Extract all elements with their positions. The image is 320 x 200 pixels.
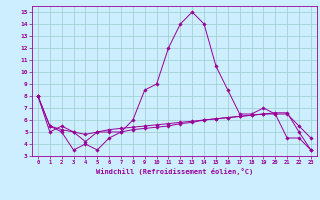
X-axis label: Windchill (Refroidissement éolien,°C): Windchill (Refroidissement éolien,°C) xyxy=(96,168,253,175)
